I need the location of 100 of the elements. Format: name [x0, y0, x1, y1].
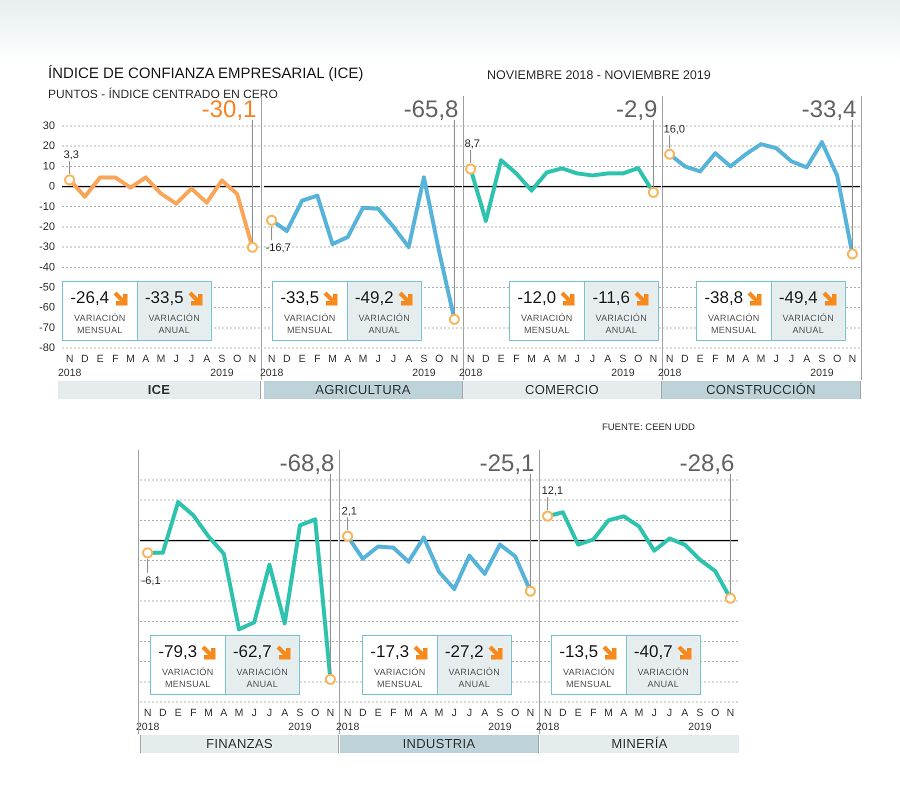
x-tick-label: J [376, 352, 381, 365]
x-tick-label: A [405, 352, 412, 365]
annotation: VARIACIÓN MENSUAL [72, 312, 127, 336]
annotation: -33,5 [144, 288, 184, 308]
x-axis-title: COMERCIO [463, 381, 662, 399]
x-tick-label: M [527, 352, 536, 365]
data-label: -28,6 [680, 450, 734, 477]
x-tick-label: M [558, 352, 566, 365]
x-axis-title: MINERÍA [540, 735, 739, 753]
data-label: -33,4 [802, 96, 856, 123]
annotation: VARIACIÓN MENSUAL [706, 312, 761, 336]
annotation: -27,2 [444, 642, 484, 662]
x-axis-title: FINANZAS [140, 735, 339, 753]
x-tick-label: N [248, 352, 256, 365]
x-tick-label: N [326, 706, 334, 719]
data-label: 3,3 [64, 148, 79, 161]
x-tick-label: M [634, 706, 644, 719]
x-tick-label: F [314, 352, 321, 365]
annotation: VARIACIÓN ANUAL [357, 312, 412, 336]
annotation: -12,0 [517, 288, 556, 308]
annotation: -79,3 [158, 642, 198, 662]
x-tick-label: D [159, 706, 168, 719]
y-tick-label: 10 [42, 160, 55, 172]
x-tick-label: A [281, 706, 288, 719]
x-tick-label: N 2018 [260, 352, 284, 380]
x-tick-label: D [359, 706, 368, 719]
annotation: -17,3 [370, 642, 410, 662]
y-tick-label: 0 [48, 180, 55, 193]
annotation: -49,4 [778, 288, 818, 308]
x-tick-label: O [833, 352, 842, 365]
x-tick-label: J [652, 706, 657, 719]
x-tick-label: S 2019 [288, 706, 312, 734]
y-tick-label: -60 [39, 302, 55, 314]
y-tick-label: -10 [39, 200, 55, 213]
data-label: -16,7 [266, 242, 291, 254]
x-tick-label: O [233, 352, 242, 365]
x-tick-label: J [466, 706, 472, 719]
x-tick-label: M [604, 706, 613, 719]
x-tick-label: A [203, 352, 210, 365]
annotation: -33,5 [280, 288, 320, 308]
x-tick-label: S 2019 [688, 706, 712, 734]
x-tick-label: J [774, 352, 779, 365]
x-tick-label: F [590, 706, 597, 719]
x-tick-label: F [112, 352, 119, 365]
annotation: VARIACIÓN MENSUAL [520, 312, 574, 336]
x-tick-label: F [390, 706, 397, 719]
x-tick-label: J [666, 706, 672, 719]
x-tick-label: D [559, 706, 568, 719]
data-label: -2,9 [616, 96, 658, 123]
x-tick-label: J [188, 352, 194, 365]
x-tick-label: J [390, 352, 396, 365]
x-tick-label: A [543, 352, 550, 365]
x-tick-label: M [126, 352, 135, 365]
annotation: VARIACIÓN MENSUAL [160, 666, 215, 690]
x-tick-label: A [142, 352, 150, 365]
text: NOVIEMBRE 2018 - NOVIEMBRE 2019 [487, 68, 711, 84]
x-tick-label: E [96, 352, 104, 365]
x-tick-label: J [590, 352, 596, 365]
x-tick-label: E [298, 352, 306, 365]
annotation: VARIACIÓN MENSUAL [282, 312, 337, 336]
data-label: -65,8 [404, 96, 458, 123]
x-tick-label: J [174, 352, 179, 365]
x-tick-label: N 2018 [658, 352, 682, 380]
x-tick-label: M [234, 706, 244, 719]
x-tick-label: J [252, 706, 257, 719]
x-axis-title: AGRICULTURA [264, 381, 463, 399]
x-axis-title: ICE [58, 381, 261, 399]
data-label: 12,1 [542, 485, 564, 498]
data-label: -6,1 [142, 574, 161, 587]
x-tick-label: D [283, 352, 292, 365]
x-tick-label: A [742, 352, 750, 365]
y-tick-label: -50 [39, 281, 55, 294]
annotation: -13,5 [559, 642, 598, 662]
x-tick-label: N [650, 352, 658, 365]
x-tick-label: O [711, 706, 720, 719]
x-tick-label: A [420, 706, 428, 719]
chart-title: ÍNDICE DE CONFIANZA EMPRESARIAL (ICE) [48, 65, 364, 83]
x-tick-label: A [220, 706, 228, 719]
x-tick-label: J [574, 352, 580, 365]
y-tick-label: 20 [42, 140, 55, 152]
annotation: -49,2 [354, 288, 394, 308]
x-tick-label: J [788, 352, 794, 365]
y-tick-label: -20 [39, 220, 55, 233]
annotation: VARIACIÓN ANUAL [147, 312, 202, 336]
y-tick-label: -40 [39, 261, 55, 274]
x-tick-label: O [311, 706, 320, 719]
annotation: -62,7 [232, 642, 272, 662]
x-tick-label: M [756, 352, 766, 365]
x-tick-label: M [156, 352, 166, 365]
y-tick-label: 30 [42, 120, 55, 132]
x-axis-title: INDUSTRIA [340, 735, 539, 753]
x-tick-label: E [696, 352, 704, 365]
x-tick-label: A [604, 352, 612, 365]
data-label: 16,0 [664, 123, 686, 136]
source-note: FUENTE: CEEN UDD [602, 422, 695, 434]
x-tick-label: E [174, 706, 182, 719]
x-tick-label: A [681, 706, 688, 719]
x-axis-title: CONSTRUCCIÓN [662, 381, 861, 399]
x-tick-label: M [328, 352, 337, 365]
x-tick-label: O [435, 352, 444, 365]
